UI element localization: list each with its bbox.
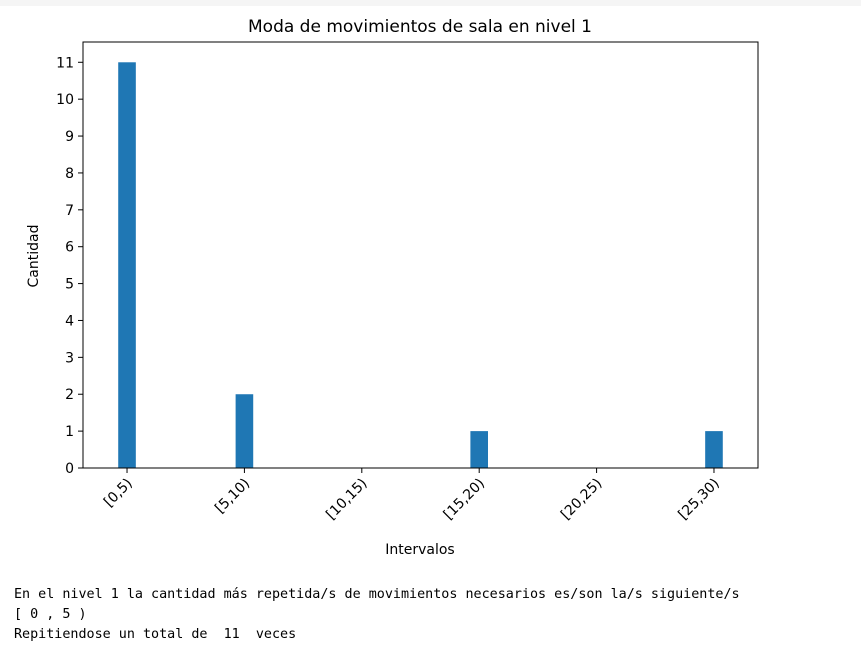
cell-output: En el nivel 1 la cantidad más repetida/s… <box>14 585 859 645</box>
y-tick-label: 3 <box>65 350 74 366</box>
x-tick-label: [5,10) <box>212 476 253 517</box>
y-tick-label: 5 <box>65 277 74 293</box>
y-tick-label: 6 <box>65 240 74 256</box>
x-axis-label: Intervalos <box>385 542 454 558</box>
y-tick-label: 0 <box>65 461 74 477</box>
x-tick-label: [0,5) <box>101 476 136 511</box>
y-axis-label: Cantidad <box>26 225 42 288</box>
y-tick-label: 7 <box>65 203 74 219</box>
bar-1 <box>235 394 254 468</box>
y-tick-label: 8 <box>65 166 74 182</box>
y-tick-label: 4 <box>65 313 74 329</box>
plot-frame <box>82 41 759 469</box>
bar-5 <box>705 431 723 468</box>
x-tick-label: [25,30) <box>675 476 722 523</box>
output-line-summary: En el nivel 1 la cantidad más repetida/s… <box>14 587 740 602</box>
bar-0 <box>118 62 136 469</box>
y-tick-label: 9 <box>65 129 74 145</box>
y-tick-label: 2 <box>65 387 74 403</box>
y-tick-label: 11 <box>56 55 74 71</box>
bar-3 <box>470 431 488 468</box>
y-axis-ticks: 0 1 2 3 4 5 6 7 8 9 10 11 <box>56 55 83 477</box>
chart-title: Moda de movimientos de sala en nivel 1 <box>248 17 592 37</box>
y-tick-label: 1 <box>65 424 74 440</box>
bars-group <box>118 62 723 469</box>
x-tick-label: [20,25) <box>558 476 605 523</box>
output-line-interval: [ 0 , 5 ) <box>14 607 87 622</box>
y-tick-label: 10 <box>56 92 74 108</box>
x-tick-label: [15,20) <box>441 476 488 523</box>
bar-chart: Moda de movimientos de sala en nivel 1 0… <box>26 17 759 558</box>
cell-top-bar <box>0 0 861 6</box>
x-axis-ticks: [0,5) [5,10) [10,15) [15,20) [20,25) [25,30) <box>101 468 723 523</box>
output-line-total: Repitiendose un total de 11 veces <box>14 627 297 642</box>
x-tick-label: [10,15) <box>323 476 370 523</box>
